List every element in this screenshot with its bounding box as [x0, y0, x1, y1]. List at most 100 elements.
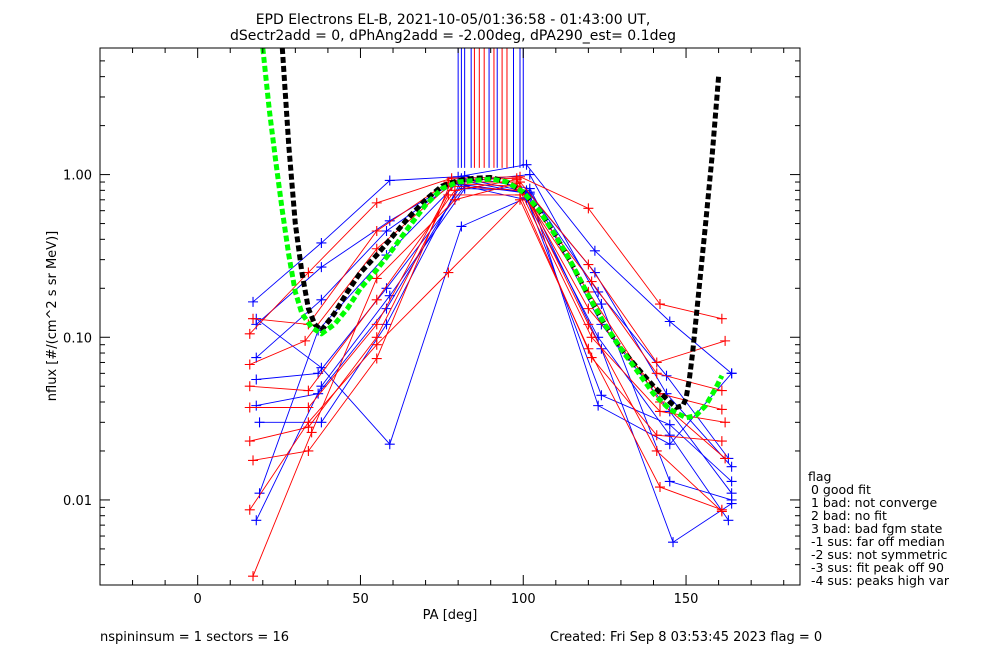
series-6-point-1: [316, 417, 327, 428]
series-14-point-3: [443, 189, 454, 200]
x-axis: 0 50 100 150: [99, 48, 785, 607]
legend-entry: 1 bad: not converge: [811, 495, 937, 510]
series-16-point-2: [371, 339, 382, 350]
x-tick-label: 100: [511, 592, 536, 607]
series-14-point-7: [716, 436, 727, 447]
legend-title: flag: [808, 469, 831, 484]
footer-created-info: Created: Fri Sep 8 03:53:45 2023 flag = …: [550, 630, 822, 645]
series-7-point-6: [664, 476, 675, 487]
series-2-point-7: [726, 476, 737, 487]
y-axis-label: nflux [#/(cm^2 s sr MeV)]: [45, 231, 60, 401]
series-6-line: [259, 179, 732, 445]
series-0-point-0: [248, 296, 259, 307]
plot-frame: [99, 47, 801, 586]
series-14-point-6: [651, 430, 662, 441]
series-17-point-7: [720, 453, 731, 464]
series-12-line: [249, 179, 723, 410]
series-2-point-2: [384, 439, 395, 450]
series-16-line: [249, 199, 723, 511]
series-7-point-7: [726, 494, 737, 505]
x-tick-label: 0: [194, 592, 202, 607]
series-4-line: [256, 185, 729, 521]
chart-title: EPD Electrons EL-B, 2021-10-05/01:36:58 …: [256, 12, 651, 28]
series-10-point-7: [720, 335, 731, 346]
series-14-point-0: [244, 436, 255, 447]
footer-sector-info: nspininsum = 1 sectors = 16: [100, 630, 289, 645]
series-2-point-3: [456, 221, 467, 232]
series-0-line: [252, 164, 732, 374]
series-2-point-6: [664, 419, 675, 430]
series-16-point-0: [244, 504, 255, 515]
legend-entry: 3 bad: bad fgm state: [811, 521, 943, 536]
chart-subtitle: dSectr2add = 0, dPhAng2add = -2.00deg, d…: [230, 28, 676, 44]
series-9-point-5: [583, 203, 594, 214]
series-6-point-7: [726, 368, 737, 379]
series-12-point-5: [583, 303, 594, 314]
series-0-point-2: [384, 175, 395, 186]
series-16-point-3: [443, 267, 454, 278]
series-9-point-2: [371, 197, 382, 208]
series-15-point-6: [651, 445, 662, 456]
series-13-point-2: [371, 319, 382, 330]
series-15-line: [252, 177, 723, 512]
series-3-point-0: [251, 352, 262, 363]
series-11-point-7: [716, 385, 727, 396]
series-6-point-0: [254, 417, 265, 428]
vline-layer: [457, 48, 524, 168]
series-12-point-2: [371, 294, 382, 305]
series-4-point-0: [251, 374, 262, 385]
series-2-point-1: [316, 362, 327, 373]
series-9-point-0: [244, 328, 255, 339]
series-0-point-6: [664, 316, 675, 327]
series-4-point-7: [723, 515, 734, 526]
series-10-point-0: [248, 313, 259, 324]
y-tick-label: 0.10: [63, 331, 92, 346]
legend-entry: 2 bad: no fit: [811, 508, 887, 523]
series-5-point-2: [381, 303, 392, 314]
series-17-point-0: [248, 571, 259, 582]
series-1-line: [256, 177, 729, 459]
series-12-point-1: [303, 385, 314, 396]
series-13-point-7: [720, 417, 731, 428]
series-11-point-6: [651, 368, 662, 379]
legend-entry: 0 good fit: [811, 482, 871, 497]
y-tick-label: 0.01: [63, 494, 92, 509]
series-8-point-7: [726, 461, 737, 472]
x-tick-label: 150: [674, 592, 699, 607]
series-16-point-1: [303, 417, 314, 428]
series-11-point-0: [244, 359, 255, 370]
series-4-point-6: [664, 430, 675, 441]
series-15-point-0: [248, 455, 259, 466]
series-13-point-1: [303, 402, 314, 413]
series-9-point-7: [716, 313, 727, 324]
legend: 0 good fit 1 bad: not converge 2 bad: no…: [811, 482, 950, 588]
legend-entry: -4 sus: peaks high var: [811, 573, 950, 588]
series-7-point-5: [596, 299, 607, 310]
series-7-point-4: [524, 169, 535, 180]
series-17-point-3: [449, 194, 460, 205]
series-1-point-2: [384, 215, 395, 226]
series-8-point-0: [251, 515, 262, 526]
series-8-point-2: [384, 290, 395, 301]
series-4-point-2: [381, 283, 392, 294]
series-10-line: [252, 181, 726, 364]
series-6-point-5: [593, 400, 604, 411]
series-11-point-5: [586, 276, 597, 287]
series-8-point-1: [316, 381, 327, 392]
series-15-point-1: [303, 445, 314, 456]
series-16-point-5: [583, 343, 594, 354]
series-10-point-6: [651, 357, 662, 368]
series-9-point-6: [655, 299, 665, 310]
series-6-point-6: [664, 439, 675, 450]
series-16-point-7: [716, 504, 727, 515]
series-13-line: [249, 185, 726, 423]
series-12-point-0: [244, 381, 255, 392]
series-13-point-6: [655, 406, 665, 417]
series-15-point-5: [583, 319, 594, 330]
series-13-point-0: [244, 402, 255, 413]
legend-entry: -2 sus: not symmetric: [811, 547, 947, 562]
series-10-point-5: [583, 259, 594, 270]
series-11-line: [249, 183, 723, 392]
series-9-line: [249, 176, 723, 335]
